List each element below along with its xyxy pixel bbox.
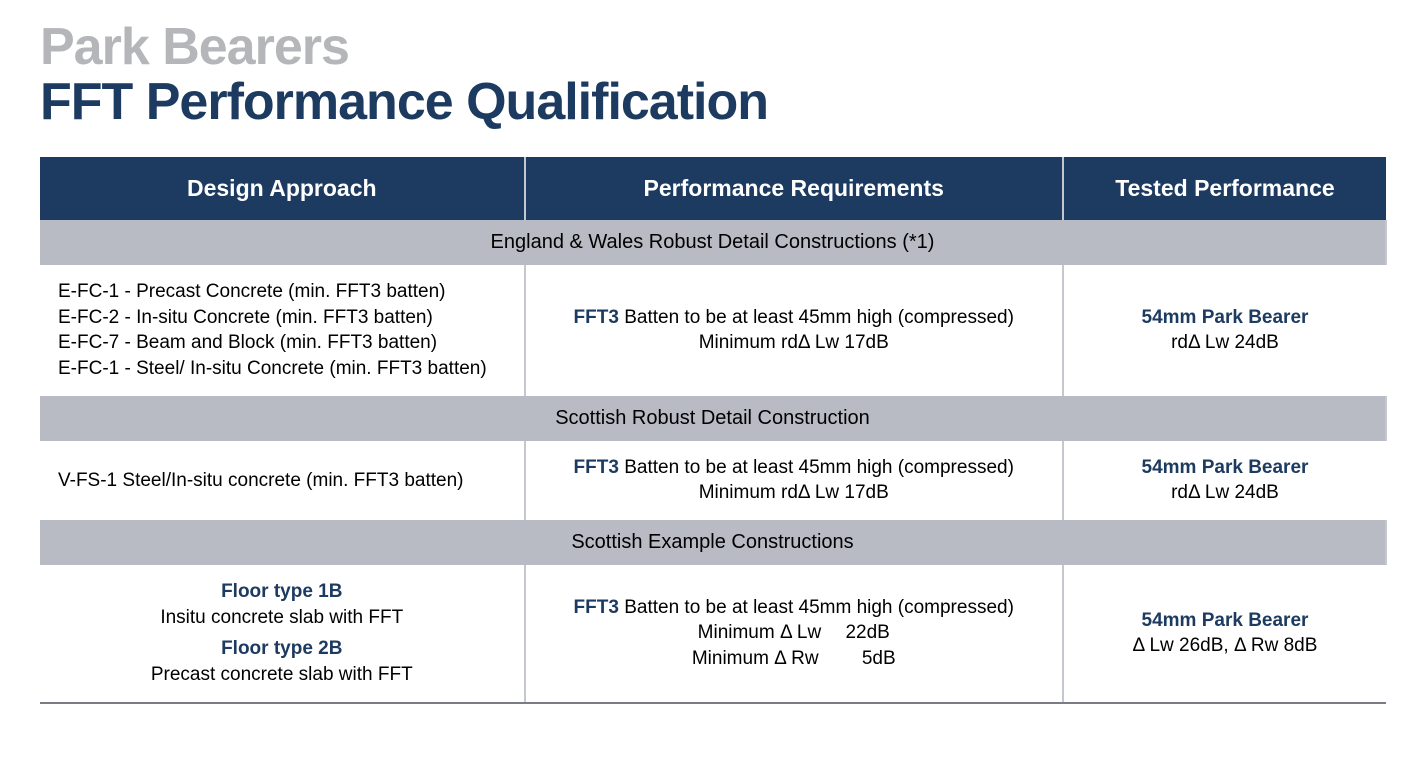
- section-title: England & Wales Robust Detail Constructi…: [40, 220, 1386, 265]
- tested-strong: 54mm Park Bearer: [1082, 305, 1368, 331]
- table-row: V-FS-1 Steel/In-situ concrete (min. FFT3…: [40, 441, 1386, 520]
- design-line: V-FS-1 Steel/In-situ concrete (min. FFT3…: [58, 468, 506, 494]
- cell-performance: FFT3 Batten to be at least 45mm high (co…: [525, 565, 1063, 703]
- performance-table: Design Approach Performance Requirements…: [40, 157, 1387, 703]
- cell-tested: 54mm Park BearerΔ Lw 26dB, Δ Rw 8dB: [1063, 565, 1386, 703]
- perf-strong: FFT3: [574, 597, 619, 618]
- cell-design: Floor type 1BInsitu concrete slab with F…: [40, 565, 525, 703]
- perf-strong: FFT3: [574, 457, 619, 478]
- table-row: Floor type 1BInsitu concrete slab with F…: [40, 565, 1386, 703]
- perf-strong: FFT3: [574, 307, 619, 328]
- perf-line: FFT3 Batten to be at least 45mm high (co…: [544, 455, 1044, 481]
- col-header-design: Design Approach: [40, 157, 525, 220]
- perf-line: Minimum rdΔ Lw 17dB: [544, 480, 1044, 506]
- tested-line: rdΔ Lw 24dB: [1082, 330, 1368, 356]
- design-line: E-FC-7 - Beam and Block (min. FFT3 batte…: [58, 330, 506, 356]
- cell-design: E-FC-1 - Precast Concrete (min. FFT3 bat…: [40, 265, 525, 396]
- col-header-tested: Tested Performance: [1063, 157, 1386, 220]
- table-row: E-FC-1 - Precast Concrete (min. FFT3 bat…: [40, 265, 1386, 396]
- cell-performance: FFT3 Batten to be at least 45mm high (co…: [525, 265, 1063, 396]
- cell-design: V-FS-1 Steel/In-situ concrete (min. FFT3…: [40, 441, 525, 520]
- tested-strong: 54mm Park Bearer: [1082, 608, 1368, 634]
- tested-strong: 54mm Park Bearer: [1082, 455, 1368, 481]
- cell-performance: FFT3 Batten to be at least 45mm high (co…: [525, 441, 1063, 520]
- cell-tested: 54mm Park BearerrdΔ Lw 24dB: [1063, 441, 1386, 520]
- col-header-performance: Performance Requirements: [525, 157, 1063, 220]
- design-heading: Floor type 1B: [58, 579, 506, 605]
- table-body: England & Wales Robust Detail Constructi…: [40, 220, 1386, 702]
- design-subtext: Precast concrete slab with FFT: [58, 662, 506, 688]
- tested-line: Δ Lw 26dB, Δ Rw 8dB: [1082, 633, 1368, 659]
- cell-tested: 54mm Park BearerrdΔ Lw 24dB: [1063, 265, 1386, 396]
- perf-line: Minimum Δ Lw 22dB: [544, 620, 1044, 646]
- section-title: Scottish Example Constructions: [40, 520, 1386, 565]
- page-title-line1: Park Bearers: [40, 20, 1387, 75]
- design-line: E-FC-1 - Steel/ In-situ Concrete (min. F…: [58, 356, 506, 382]
- table-head: Design Approach Performance Requirements…: [40, 157, 1386, 220]
- tested-line: rdΔ Lw 24dB: [1082, 480, 1368, 506]
- page-title-line2: FFT Performance Qualification: [40, 75, 1387, 130]
- section-title: Scottish Robust Detail Construction: [40, 396, 1386, 441]
- design-heading: Floor type 2B: [58, 636, 506, 662]
- design-line: E-FC-2 - In-situ Concrete (min. FFT3 bat…: [58, 305, 506, 331]
- perf-line: FFT3 Batten to be at least 45mm high (co…: [544, 305, 1044, 331]
- design-line: E-FC-1 - Precast Concrete (min. FFT3 bat…: [58, 279, 506, 305]
- design-subtext: Insitu concrete slab with FFT: [58, 605, 506, 631]
- perf-line: Minimum rdΔ Lw 17dB: [544, 330, 1044, 356]
- perf-line: FFT3 Batten to be at least 45mm high (co…: [544, 595, 1044, 621]
- perf-line: Minimum Δ Rw 5dB: [544, 646, 1044, 672]
